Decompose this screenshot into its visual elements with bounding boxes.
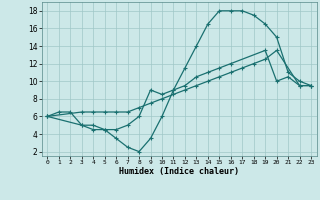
X-axis label: Humidex (Indice chaleur): Humidex (Indice chaleur) [119,167,239,176]
